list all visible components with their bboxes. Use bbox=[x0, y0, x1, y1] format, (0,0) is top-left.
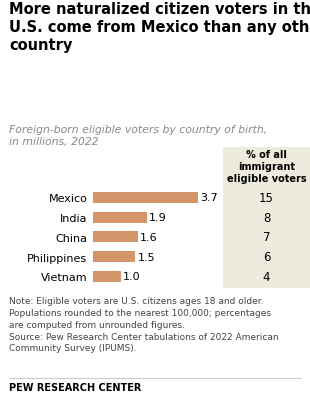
Text: 7: 7 bbox=[263, 231, 270, 244]
Bar bbox=[93, 193, 198, 203]
Text: Note: Eligible voters are U.S. citizens ages 18 and older.
Populations rounded t: Note: Eligible voters are U.S. citizens … bbox=[9, 297, 279, 353]
Text: 1.9: 1.9 bbox=[149, 213, 166, 222]
Text: 4: 4 bbox=[263, 270, 270, 283]
Text: 1.5: 1.5 bbox=[137, 252, 155, 262]
Text: 8: 8 bbox=[263, 211, 270, 224]
Bar bbox=[93, 252, 135, 262]
Bar bbox=[93, 232, 138, 243]
Text: 1.6: 1.6 bbox=[140, 232, 158, 242]
Text: Foreign-born eligible voters by country of birth,
in millions, 2022: Foreign-born eligible voters by country … bbox=[9, 125, 268, 147]
Text: PEW RESEARCH CENTER: PEW RESEARCH CENTER bbox=[9, 382, 142, 392]
Bar bbox=[93, 271, 121, 282]
Text: More naturalized citizen voters in the
U.S. come from Mexico than any other
coun: More naturalized citizen voters in the U… bbox=[9, 2, 310, 53]
Text: % of all
immigrant
eligible voters: % of all immigrant eligible voters bbox=[227, 149, 306, 183]
Text: 3.7: 3.7 bbox=[200, 193, 217, 203]
Bar bbox=[93, 212, 147, 223]
Text: 1.0: 1.0 bbox=[123, 272, 141, 281]
Text: 15: 15 bbox=[259, 191, 274, 204]
Text: 6: 6 bbox=[263, 250, 270, 263]
